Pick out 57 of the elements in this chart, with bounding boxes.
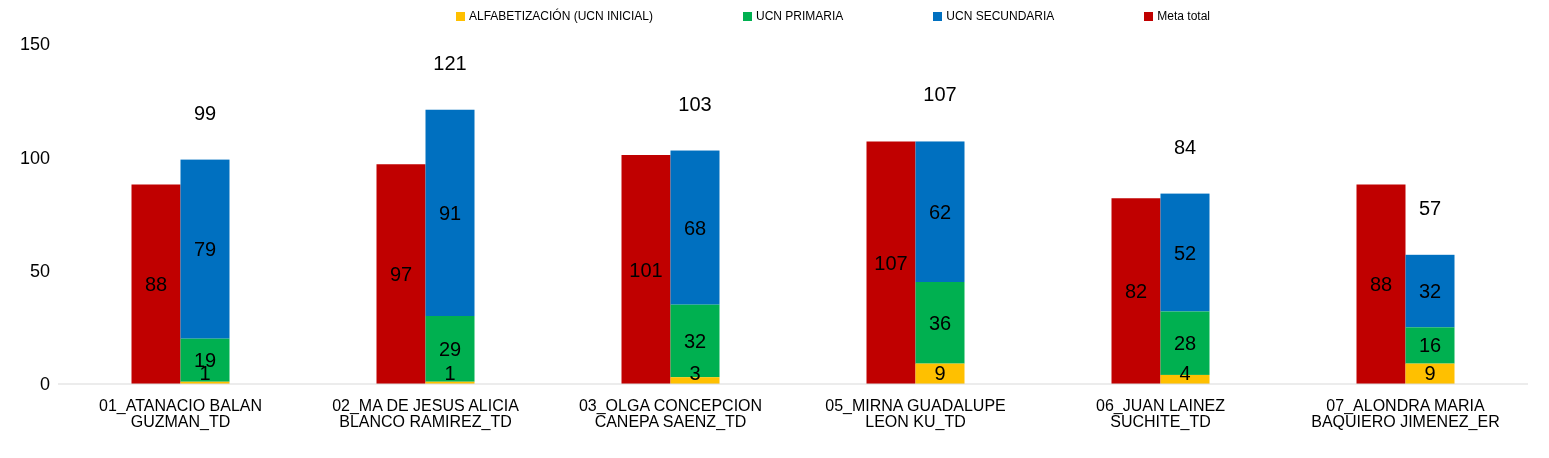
legend-label: UCN SECUNDARIA (946, 9, 1055, 23)
data-label: 101 (629, 258, 663, 281)
data-label: 91 (438, 201, 462, 224)
x-tick-label: 02_MA DE JESUS ALICIA BLANCO RAMIREZ_TD (332, 397, 520, 432)
annotation: 84 (1173, 135, 1197, 158)
x-tick-label: 06_JUAN LAINEZ SUCHITE_TD (1096, 397, 1226, 432)
data-label: 97 (389, 263, 413, 286)
data-label: 68 (683, 216, 707, 239)
legend-label: ALFABETIZACIÓN (UCN INICIAL) (468, 9, 653, 23)
x-tick-label: 03_OLGA CONCEPCION CANEPA SAENZ_TD (578, 397, 763, 432)
bar (425, 316, 475, 382)
data-label: 79 (193, 238, 217, 261)
y-tick-label: 0 (39, 374, 50, 395)
data-label: 52 (1173, 241, 1197, 264)
bar (376, 164, 426, 384)
bar (1405, 254, 1455, 328)
bar (425, 109, 475, 316)
data-label: 29 (438, 337, 462, 360)
bar (915, 282, 965, 364)
data-label: 88 (144, 273, 168, 296)
annotation: 121 (433, 51, 467, 74)
data-label: 62 (928, 200, 952, 223)
annotation: 103 (678, 92, 712, 115)
data-label: 36 (928, 311, 952, 334)
bar (1405, 327, 1455, 364)
legend-label: UCN PRIMARIA (755, 9, 844, 23)
bar (180, 338, 230, 382)
bar (670, 150, 720, 305)
annotation: 107 (923, 83, 957, 106)
annotation: 57 (1418, 196, 1442, 219)
bar (621, 155, 671, 384)
bar (1356, 184, 1406, 384)
legend-label: Meta total (1157, 9, 1211, 23)
data-label: 82 (1124, 280, 1148, 303)
y-tick-label: 150 (19, 34, 50, 55)
bar (670, 304, 720, 378)
data-label: 32 (1418, 280, 1442, 303)
bar (1111, 198, 1161, 384)
annotation: 99 (193, 101, 217, 124)
bar (1160, 193, 1210, 312)
x-tick-label: 05_MIRNA GUADALUPE LEON KU_TD (825, 397, 1006, 432)
data-label: 88 (1369, 273, 1393, 296)
bar (131, 184, 181, 384)
y-tick-label: 100 (19, 147, 50, 168)
data-label: 9 (934, 362, 946, 384)
data-label: 9 (1424, 362, 1436, 384)
x-tick-label: 01_ATANACIO BALAN GUZMAN_TD (98, 397, 263, 432)
data-label: 32 (683, 329, 707, 352)
x-tick-label: 07_ALONDRA MARIA BAQUIERO JIMENEZ_ER (1311, 397, 1500, 432)
data-label: 16 (1418, 334, 1442, 357)
bar (180, 159, 230, 339)
data-label: 1 (444, 362, 456, 384)
data-label: 107 (874, 251, 908, 274)
y-tick-label: 50 (29, 261, 50, 282)
bar (866, 141, 916, 384)
data-label: 28 (1173, 332, 1197, 355)
bar (915, 141, 965, 282)
